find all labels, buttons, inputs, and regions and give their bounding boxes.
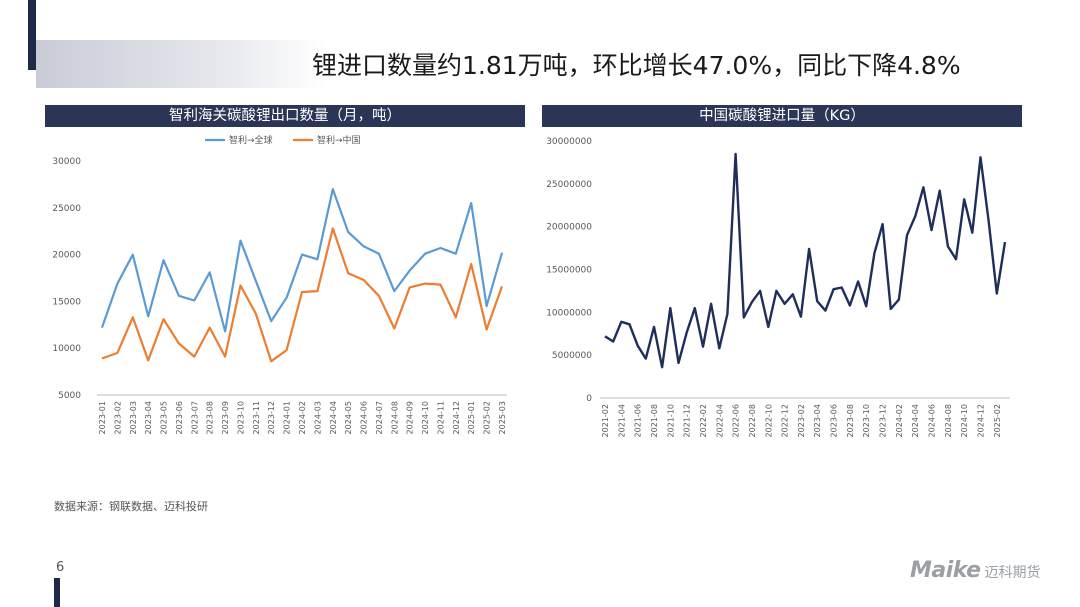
chart1-x-tick-14: 2024-03 (313, 401, 322, 434)
chart1-x-tick-25: 2025-02 (483, 401, 492, 434)
chart1-y-tick-2: 15000 (52, 297, 81, 307)
chart2-title: 中国碳酸锂进口量（KG） (542, 105, 1022, 127)
maike-logo: Maike 迈科期货 (910, 558, 1041, 583)
chart2-x-tick-14: 2023-06 (830, 404, 839, 437)
chart2-x-tick-17: 2023-12 (879, 404, 888, 437)
chart2-y-tick-3: 15000000 (546, 266, 592, 276)
chart2-x-tick-16: 2023-10 (862, 404, 871, 437)
chart1-x-tick-17: 2024-06 (360, 401, 369, 434)
chart1-x-tick-24: 2025-01 (467, 401, 476, 434)
chart2-y-tick-1: 5000000 (552, 351, 592, 361)
chart2-x-tick-9: 2022-08 (748, 404, 757, 437)
page-headline: 锂进口数量约1.81万吨，环比增长47.0%，同比下降4.8% (312, 51, 961, 80)
chart1-x-tick-16: 2024-05 (344, 401, 353, 434)
chart1-x-tick-10: 2023-11 (252, 401, 261, 434)
chart1-x-tick-2: 2023-03 (129, 401, 138, 434)
chart2-x-tick-21: 2024-08 (944, 404, 953, 437)
chart1-series-line-1 (101, 227, 504, 363)
chart1-x-tick-19: 2024-08 (390, 401, 399, 434)
chart1-y-tick-3: 20000 (52, 251, 81, 261)
chart1-x-tick-5: 2023-06 (175, 401, 184, 434)
logo-name: 迈科期货 (984, 565, 1041, 581)
chart1-x-tick-21: 2024-10 (421, 401, 430, 434)
logo-brand: Maike (910, 558, 981, 583)
chart2-x-tick-12: 2023-02 (797, 404, 806, 437)
title-fade-decoration (36, 40, 326, 88)
chart1-x-tick-23: 2024-12 (452, 401, 461, 434)
chart2-x-tick-24: 2025-02 (993, 404, 1002, 437)
chart1-y-tick-5: 30000 (52, 157, 81, 167)
chart1-x-tick-4: 2023-05 (160, 401, 169, 434)
chart1-x-tick-15: 2024-04 (329, 401, 338, 434)
chart1-x-tick-3: 2023-04 (144, 401, 153, 434)
chart1-x-tick-26: 2025-03 (498, 401, 507, 434)
chart1-title: 智利海关碳酸锂出口数量（月，吨） (45, 105, 525, 127)
chart2-y-tick-0: 0 (586, 394, 592, 404)
chart2-y-tick-6: 30000000 (546, 137, 592, 147)
chart1-x-tick-11: 2023-12 (267, 401, 276, 434)
chart2-x-tick-20: 2024-06 (928, 404, 937, 437)
chart1-y-tick-0: 5000 (58, 391, 81, 401)
chart2-x-tick-23: 2024-12 (977, 404, 986, 437)
chart1-x-tick-9: 2023-10 (236, 401, 245, 434)
chart1-legend-label-0: 智利→全球 (229, 134, 273, 146)
chart2-x-tick-6: 2022-02 (699, 404, 708, 437)
chart1-y-tick-4: 25000 (52, 204, 81, 214)
chart1-x-tick-18: 2024-07 (375, 401, 384, 434)
chart2-x-tick-4: 2021-10 (666, 404, 675, 437)
chart2-y-tick-4: 20000000 (546, 223, 592, 233)
chart2-x-tick-11: 2022-12 (781, 404, 790, 437)
chart1-x-tick-6: 2023-07 (190, 401, 199, 434)
chart2-y-tick-2: 10000000 (546, 308, 592, 318)
left-accent-bar (28, 0, 36, 70)
chart2-x-tick-22: 2024-10 (960, 404, 969, 437)
chart2-x-tick-2: 2021-06 (634, 404, 643, 437)
chart1-x-tick-22: 2024-11 (436, 401, 445, 434)
chart2-y-tick-5: 25000000 (546, 180, 592, 190)
chart1-x-tick-1: 2023-02 (113, 401, 122, 434)
chart2-x-tick-8: 2022-06 (732, 404, 741, 437)
chart2-x-tick-3: 2021-08 (650, 404, 659, 437)
chart2-x-tick-15: 2023-08 (846, 404, 855, 437)
left-accent-bar-bottom (54, 578, 60, 607)
chart1-x-tick-12: 2024-01 (283, 401, 292, 434)
chart1-series-line-0 (100, 187, 504, 333)
chart2-x-tick-5: 2021-12 (683, 404, 692, 437)
page-number: 6 (56, 560, 65, 575)
chart1-svg: 5000 10000 15000 20000 25000 30000 2023-01 2023… (52, 134, 507, 434)
chart1-x-tick-0: 2023-01 (98, 401, 107, 434)
chart2-x-tick-1: 2021-04 (617, 404, 626, 437)
chart1-x-tick-13: 2024-02 (298, 401, 307, 434)
chart2-series-line (604, 152, 1007, 369)
chart2-x-tick-10: 2022-10 (764, 404, 773, 437)
chart2-x-tick-7: 2022-04 (715, 404, 724, 437)
chart2-x-tick-19: 2024-04 (911, 404, 920, 437)
data-source: 数据来源：钢联数据、迈科投研 (54, 500, 208, 513)
chart1-y-tick-1: 10000 (52, 344, 81, 354)
chart2-x-tick-13: 2023-04 (813, 404, 822, 437)
chart1-legend-label-1: 智利→中国 (317, 134, 361, 146)
chart1-x-tick-8: 2023-09 (221, 401, 230, 434)
chart1-x-tick-7: 2023-08 (206, 401, 215, 434)
chart2-x-tick-18: 2024-02 (895, 404, 904, 437)
chart2-x-tick-0: 2021-02 (601, 404, 610, 437)
chart2-svg: 0 5000000 10000000 15000000 20000000 25000000… (546, 137, 1010, 437)
chart1-x-tick-20: 2024-09 (406, 401, 415, 434)
